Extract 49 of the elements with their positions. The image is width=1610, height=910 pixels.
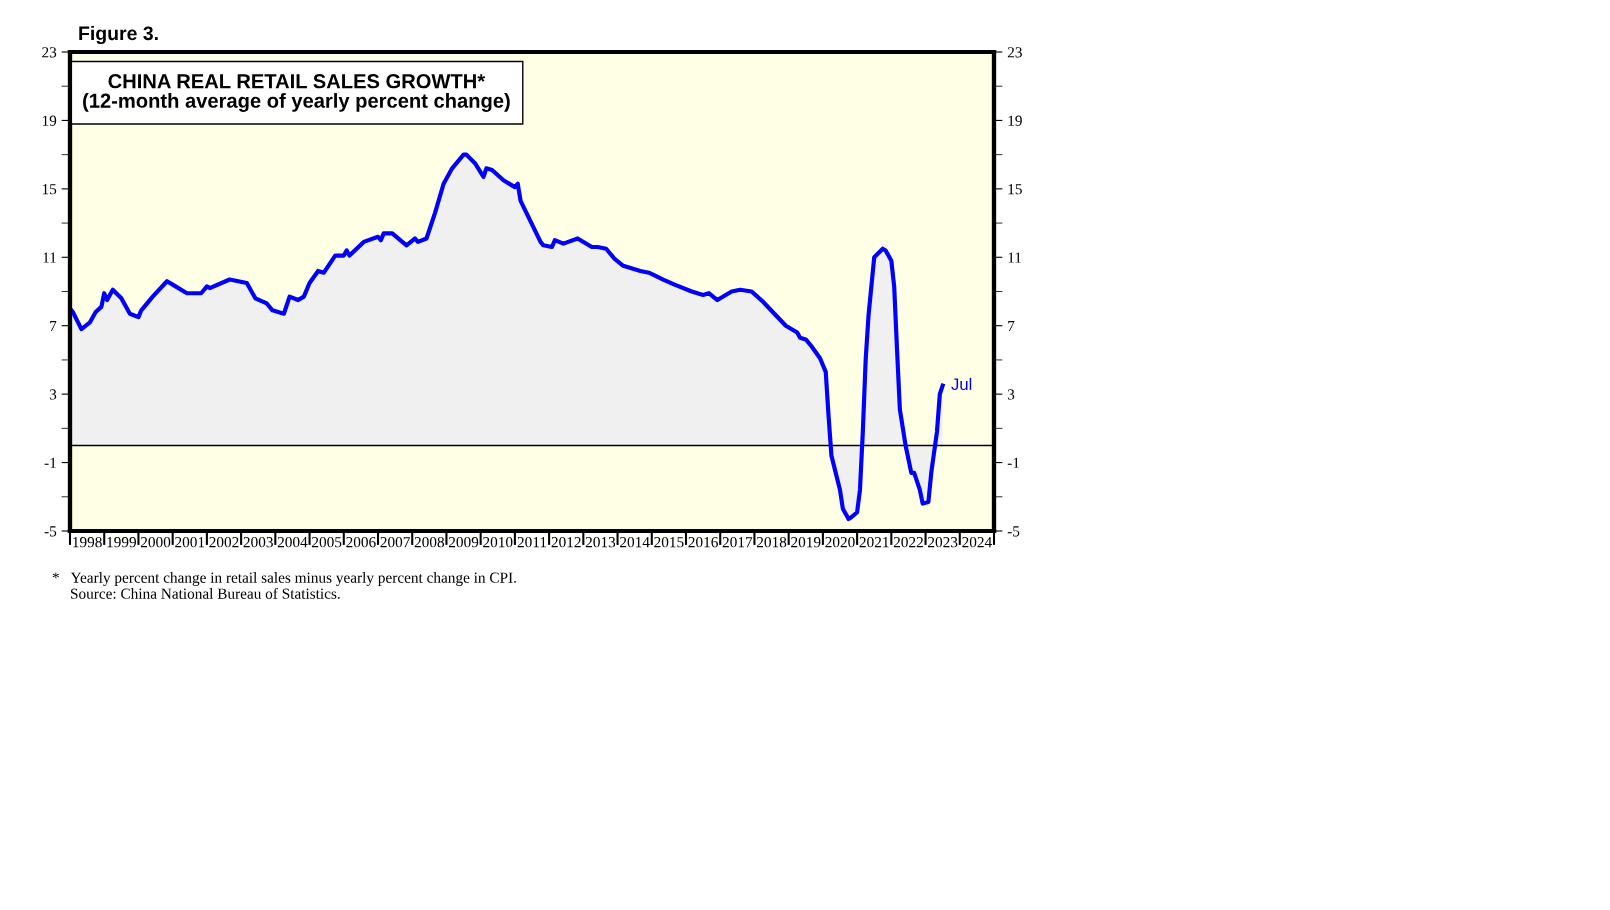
- y-tick-label: 3: [49, 389, 57, 400]
- x-tick-label: 2007: [380, 537, 410, 548]
- x-tick-label: 2002: [209, 537, 239, 548]
- x-tick-label: 2014: [620, 537, 650, 548]
- y-tick-label: -5: [44, 526, 57, 537]
- y2-tick-label: -5: [1007, 526, 1020, 537]
- y-tick-label: 19: [42, 115, 57, 126]
- x-tick-label: 2017: [722, 537, 753, 548]
- x-tick-label: 2010: [483, 537, 513, 548]
- y-tick-label: 11: [43, 252, 56, 263]
- y2-tick-label: 7: [1008, 321, 1015, 332]
- x-tick-label: 1998: [73, 537, 102, 548]
- y2-tick-label: 19: [1008, 115, 1022, 126]
- x-tick-label: 2006: [346, 537, 376, 548]
- x-tick-label: 2005: [312, 537, 342, 548]
- y2-tick-label: 11: [1008, 252, 1021, 263]
- x-tick-label: 2022: [893, 537, 923, 548]
- text: (12-month average of yearly percent change): [83, 93, 510, 112]
- y-tick-label: -1: [44, 457, 56, 468]
- x-tick-label: 2013: [585, 537, 616, 548]
- y-tick-label: 7: [50, 321, 57, 332]
- source-note: Source: China National Bureau of Statistics.: [71, 587, 340, 599]
- y2-tick-label: 3: [1007, 389, 1015, 400]
- x-tick-label: 2011: [517, 537, 547, 548]
- x-tick-label: 2001: [175, 537, 205, 548]
- x-tick-label: 2024: [962, 537, 992, 548]
- x-tick-label: 2009: [448, 537, 479, 548]
- x-tick-label: 2018: [756, 537, 787, 548]
- text: * Yearly percent change in retail sales minus yearly percent change in CPI.: [52, 572, 516, 586]
- x-tick-label: 2023: [928, 537, 958, 548]
- x-tick-label: 2008: [414, 537, 445, 548]
- y-tick-label: 23: [42, 47, 57, 58]
- caption: Figure 3.: [79, 25, 158, 45]
- x-tick-label: 1999: [107, 537, 136, 548]
- x-tick-label: 2012: [551, 537, 581, 548]
- x-tick-label: 2004: [277, 537, 308, 548]
- x-tick-label: 2015: [654, 537, 684, 548]
- x-tick-label: 2000: [140, 537, 171, 548]
- x-tick-label: 2021: [859, 537, 889, 548]
- x-tick-label: 2003: [243, 537, 273, 548]
- y2-tick-label: 23: [1007, 47, 1022, 58]
- x-tick-label: 2020: [825, 537, 855, 548]
- y2-tick-label: -1: [1007, 457, 1019, 468]
- y-tick-label: 15: [42, 184, 57, 195]
- x-tick-label: 2019: [791, 537, 821, 548]
- text: CHINA REAL RETAIL SALES GROWTH*: [108, 74, 486, 89]
- annotation: Jul: [951, 377, 972, 391]
- y2-tick-label: 15: [1008, 184, 1022, 195]
- x-tick-label: 2016: [688, 537, 718, 548]
